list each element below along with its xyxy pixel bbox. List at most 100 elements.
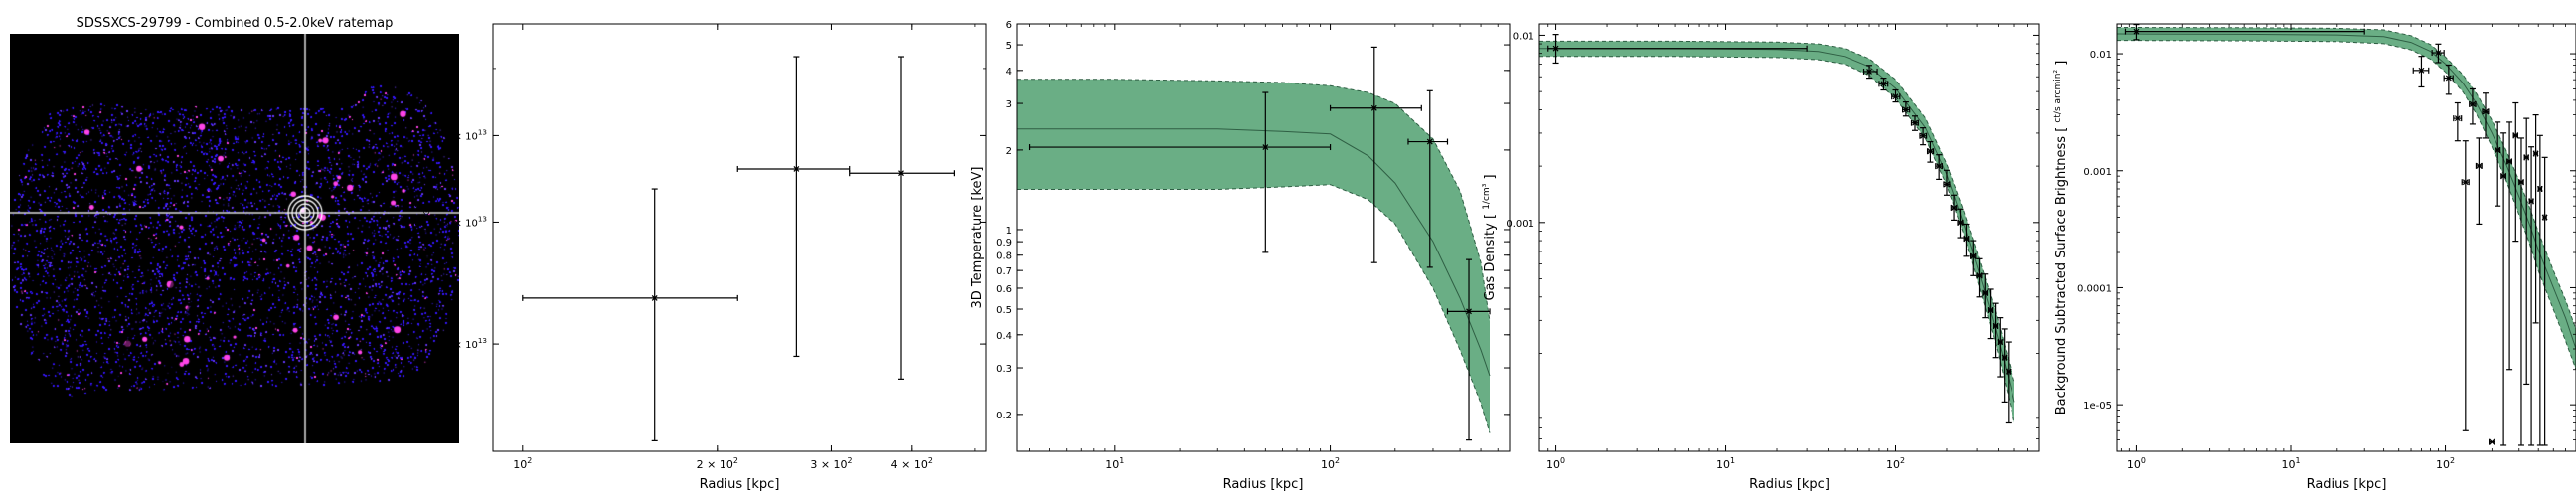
y-tick-label: 5 xyxy=(1006,41,1012,52)
point-marker xyxy=(2454,115,2461,122)
data-point xyxy=(2001,328,2008,404)
x-tick-label: 4 × 102 xyxy=(891,456,933,471)
y-tick-label: 0.5 xyxy=(996,305,1012,316)
data-point xyxy=(2512,101,2519,243)
chart-3: 100 101 102 0.001 0.01 Radius [kpc] Gas Densit… xyxy=(1482,23,2040,492)
point-marker xyxy=(1920,132,1927,139)
data-point xyxy=(1926,140,1935,163)
data-point xyxy=(1950,194,1958,222)
plot-area xyxy=(1539,34,2015,424)
y-tick-label: 0.01 xyxy=(1513,31,1534,42)
data-point xyxy=(2005,341,2012,424)
data-point xyxy=(1329,46,1422,263)
y-tick-label: 6 xyxy=(1006,20,1012,31)
data-point xyxy=(1547,34,1808,65)
point-marker xyxy=(1982,289,1989,296)
axes-frame xyxy=(2116,23,2576,452)
data-point xyxy=(1997,317,2004,378)
point-marker xyxy=(2418,67,2425,74)
x-tick-label: 101 xyxy=(2281,456,2300,471)
x-axis-label: Radius [kpc] xyxy=(1223,477,1304,492)
point-marker xyxy=(2489,438,2496,445)
y-tick-label: 0.001 xyxy=(2083,167,2112,178)
uncertainty-band xyxy=(1017,79,1490,433)
plot-area xyxy=(2117,24,2576,446)
data-point xyxy=(736,56,851,358)
data-point xyxy=(2495,121,2501,207)
chart-2: 101 102 0.2 0.3 0.4 0.5 0.6 0.7 0.8 0.91 2 3 4 5 6 Radi… xyxy=(970,20,1511,492)
x-tick-label: 2 × 102 xyxy=(697,456,738,471)
point-marker xyxy=(2445,75,2452,82)
data-point xyxy=(1446,258,1491,441)
point-marker xyxy=(2495,147,2501,153)
data-point xyxy=(522,188,738,441)
data-point xyxy=(1919,127,1928,146)
data-point xyxy=(1957,208,1964,239)
point-marker xyxy=(2005,368,2012,375)
data-point xyxy=(1992,302,1999,359)
data-point xyxy=(1878,78,1889,91)
data-point xyxy=(2461,140,2470,431)
data-point xyxy=(1970,240,1977,276)
plot-area xyxy=(1017,46,1491,441)
point-marker xyxy=(1936,163,1943,170)
y-tick-label: 2 xyxy=(1006,146,1012,157)
x-tick-label: 102 xyxy=(2436,456,2455,471)
axes-frame xyxy=(492,23,987,452)
y-tick-label: 0.2 xyxy=(996,411,1012,421)
x-axis-label: Radius [kpc] xyxy=(1749,477,1830,492)
point-marker xyxy=(793,166,800,172)
data-point xyxy=(2475,137,2483,226)
y-tick-label: 1 xyxy=(1006,226,1012,237)
point-marker xyxy=(2512,132,2519,139)
data-point xyxy=(1407,89,1449,268)
x-tick-label: 102 xyxy=(513,456,532,471)
data-point xyxy=(1943,169,1951,196)
band-upper-edge xyxy=(1539,40,2015,383)
data-point xyxy=(2517,137,2524,446)
point-marker xyxy=(2500,173,2507,180)
data-point xyxy=(2506,121,2513,371)
y-tick-label: 0.3 xyxy=(996,364,1012,375)
x-tick-label: 102 xyxy=(1886,456,1905,471)
point-marker xyxy=(2470,100,2476,107)
x-tick-label: 100 xyxy=(1546,456,1565,471)
point-marker xyxy=(1963,236,1970,242)
uncertainty-band xyxy=(2117,27,2576,370)
band-lower-edge xyxy=(1539,56,2015,423)
point-marker xyxy=(1997,339,2004,345)
band-lower-edge xyxy=(2117,40,2576,370)
y-tick-label: 0.8 xyxy=(996,251,1012,262)
data-point xyxy=(1862,65,1878,80)
point-marker xyxy=(1466,308,1472,315)
data-point xyxy=(2500,132,2507,446)
data-point xyxy=(2124,24,2365,41)
axes-frame xyxy=(1538,23,2040,452)
band-lower-edge xyxy=(1017,184,1491,433)
data-point xyxy=(1891,88,1901,103)
point-marker xyxy=(2133,28,2140,35)
y-tick-label: 4 xyxy=(1006,67,1012,78)
y-tick-label: 0.0001 xyxy=(2077,283,2112,294)
x-tick-label: 100 xyxy=(2127,456,2146,471)
data-point xyxy=(2412,56,2430,88)
x-tick-label: 101 xyxy=(1105,456,1124,471)
point-marker xyxy=(2536,186,2543,192)
data-point xyxy=(2453,101,2463,142)
data-point xyxy=(2431,43,2445,64)
point-marker xyxy=(2462,179,2469,186)
data-point xyxy=(2443,64,2454,95)
point-marker xyxy=(1951,204,1957,211)
y-axis-label: Background Subtracted Surface Brightness… xyxy=(2053,61,2069,416)
band-upper-edge xyxy=(2117,27,2576,330)
point-marker xyxy=(2528,198,2535,205)
point-marker xyxy=(651,294,658,301)
band-upper-edge xyxy=(1017,79,1491,322)
xray-ratemap-image xyxy=(10,34,459,443)
point-marker xyxy=(2435,50,2442,56)
y-tick-label: 0.7 xyxy=(996,266,1012,277)
data-point xyxy=(1963,223,1970,257)
y-tick-label: 0.01 xyxy=(2090,50,2112,61)
axes-frame xyxy=(1016,23,1511,452)
point-marker xyxy=(1426,138,1433,145)
